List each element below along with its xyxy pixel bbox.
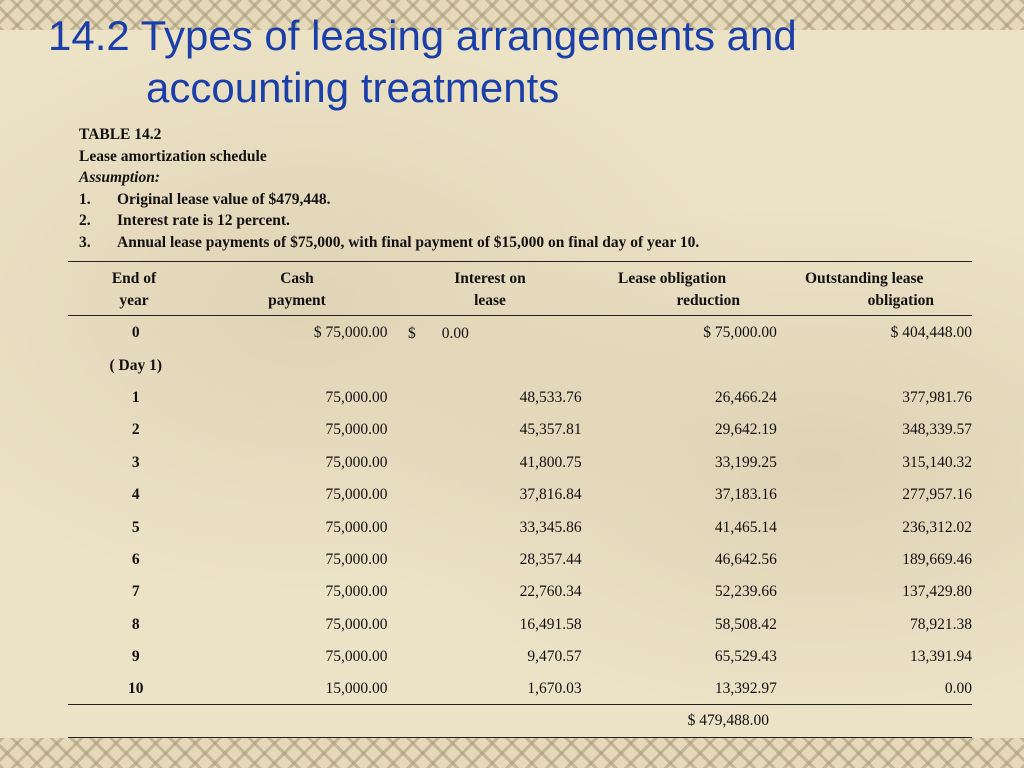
table-top-rule — [68, 261, 972, 262]
header-cash-payment: Cash payment — [268, 270, 326, 309]
cell-outstanding: $ 404,448.00 — [890, 324, 972, 342]
decorative-border-top — [0, 0, 1024, 30]
cell-reduction: $ 75,000.00 — [703, 324, 777, 342]
table-row: 8 75,000.00 16,491.58 58,508.42 78,921.38 — [131, 615, 972, 633]
header-interest-on-lease: Interest on lease — [454, 270, 526, 309]
assumption-item: 1. Original lease value of $479,448. — [79, 190, 331, 208]
header-lease-obligation-reduction: Lease obligation reduction — [618, 270, 740, 309]
table-bottom-rule — [68, 704, 972, 705]
slide-title: 14.2 Types of leasing arrangements and a… — [48, 10, 948, 114]
decorative-border-bottom — [0, 738, 1024, 768]
lease-amortization-table: 0 $ 75,000.00 $ 75,000.00 $ 404,448.00 (… — [68, 317, 972, 706]
table-label: TABLE 14.2 — [79, 126, 162, 143]
table-row: 0 $ 75,000.00 $ 75,000.00 $ 404,448.00 — [68, 317, 972, 349]
assumption-item: 3. Annual lease payments of $75,000, with… — [79, 233, 700, 251]
header-end-of-year: End of year — [111, 270, 157, 309]
table-row: 7 75,000.00 22,760.34 52,239.66 137,429.80 — [131, 583, 972, 601]
table-title: Lease amortization schedule — [79, 147, 267, 165]
assumption-item: 2. Interest rate is 12 percent. — [79, 212, 290, 229]
slide-title-line2: accounting treatments — [146, 64, 560, 111]
total-reduction: $ 479,488.00 — [687, 712, 769, 729]
header-bottom-rule — [68, 315, 972, 316]
table-row: 2 75,000.00 45,357.81 29,642.19 348,339.57 — [131, 421, 972, 439]
table-row: 10 15,000.00 1,670.03 13,392.97 0.00 — [127, 680, 972, 698]
table-row: 1 75,000.00 48,533.76 26,466.24 377,981.76 — [131, 388, 972, 406]
table-row: 6 75,000.00 28,357.44 46,642.56 189,669.46 — [131, 550, 972, 568]
table-row: 4 75,000.00 37,816.84 37,183.16 277,957.16 — [131, 486, 972, 504]
table-row: 5 75,000.00 33,345.86 41,465.14 236,312.02 — [131, 518, 972, 536]
table-row: 3 75,000.00 41,800.75 33,199.25 315,140.32 — [131, 453, 972, 471]
cell-year: 0 — [131, 324, 140, 342]
cell-cash: $ 75,000.00 — [313, 324, 388, 342]
table-end-rule — [68, 737, 972, 738]
interest-day1-cell: $0.00 — [408, 325, 469, 342]
cell-day-note: ( Day 1) — [109, 356, 162, 374]
assumption-label: Assumption: — [79, 169, 160, 186]
table-row: ( Day 1) — [68, 349, 972, 381]
header-outstanding-lease-obligation: Outstanding lease obligation — [805, 270, 934, 309]
table-intro: TABLE 14.2 Lease amortization schedule A… — [79, 124, 699, 253]
table-row: 9 75,000.00 9,470.57 65,529.43 13,391.94 — [131, 648, 972, 666]
slide-title-line1: 14.2 Types of leasing arrangements and — [48, 12, 797, 59]
